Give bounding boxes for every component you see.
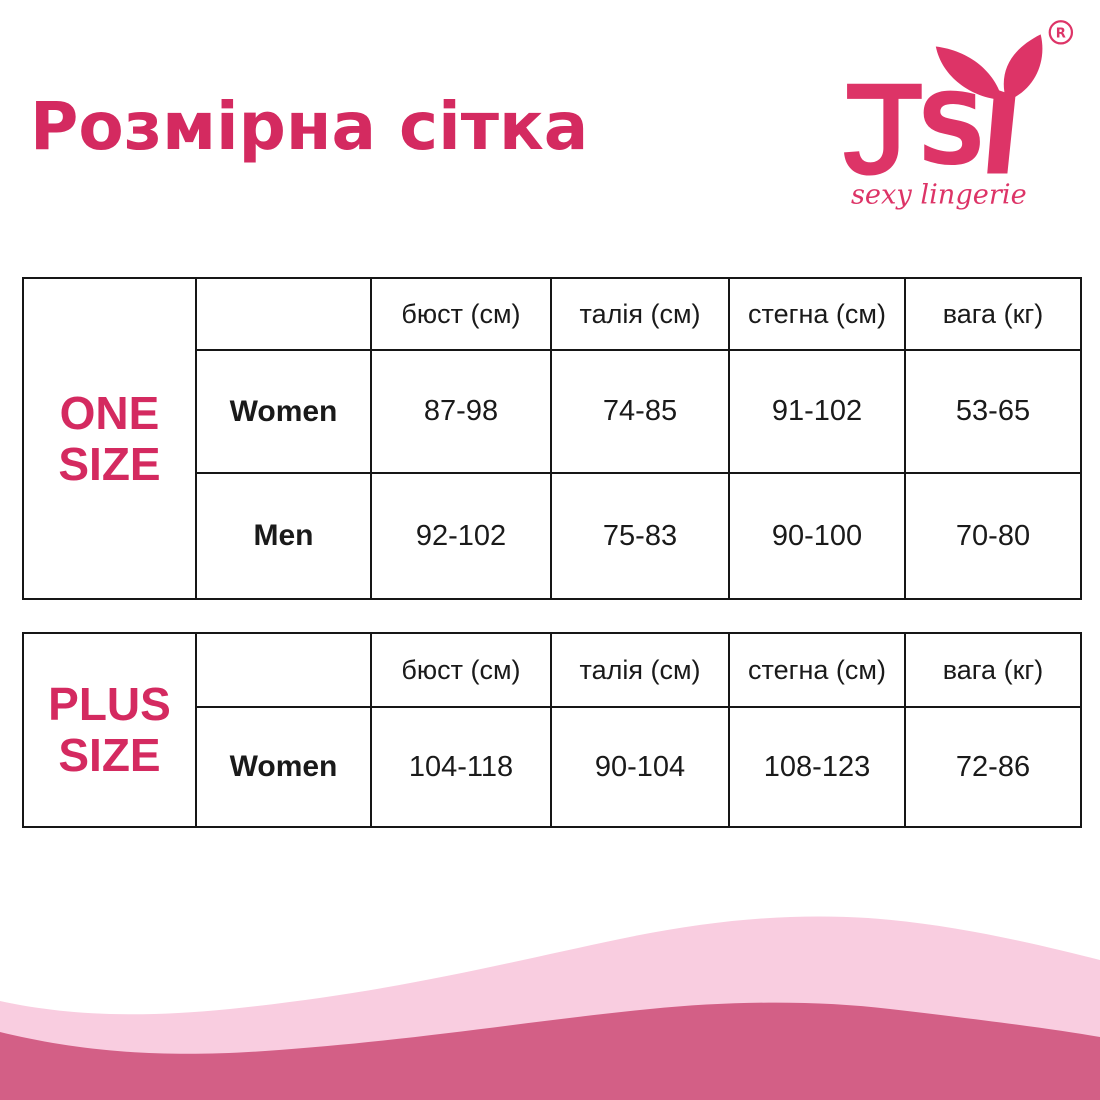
cell-women-bust: 104-118 xyxy=(370,706,552,828)
row-label-men: Men xyxy=(195,472,372,600)
column-header-bust: бюст (см) xyxy=(370,277,552,351)
logo-letter-y-stem xyxy=(987,88,1016,174)
plus-size-table: PLUS SIZE бюст (см) талія (см) стегна (с… xyxy=(22,632,1082,828)
jsy-logo: S R sexy lingerie xyxy=(838,8,1080,220)
cell-men-weight: 70-80 xyxy=(904,472,1082,600)
cell-women-bust: 87-98 xyxy=(370,349,552,474)
logo-tagline: sexy lingerie xyxy=(851,180,1027,211)
row-label-women: Women xyxy=(195,706,372,828)
empty-corner-cell xyxy=(195,632,372,708)
jsy-logo-svg: S R sexy lingerie xyxy=(844,20,1074,211)
table-row: Men 92-102 75-83 90-100 70-80 xyxy=(23,472,1082,600)
column-header-hips: стегна (см) xyxy=(728,632,906,708)
column-header-waist: талія (см) xyxy=(550,632,730,708)
cell-women-hips: 108-123 xyxy=(728,706,906,828)
column-header-weight: вага (кг) xyxy=(904,632,1082,708)
cell-women-waist: 90-104 xyxy=(550,706,730,828)
column-header-hips: стегна (см) xyxy=(728,277,906,351)
table-row: Women 104-118 90-104 108-123 72-86 xyxy=(23,706,1082,828)
table-row: Women 87-98 74-85 91-102 53-65 xyxy=(23,349,1082,474)
cell-men-hips: 90-100 xyxy=(728,472,906,600)
registered-trademark-letter: R xyxy=(1056,26,1066,41)
cell-men-bust: 92-102 xyxy=(370,472,552,600)
cell-women-waist: 74-85 xyxy=(550,349,730,474)
one-size-table: ONE SIZE бюст (см) талія (см) стегна (см… xyxy=(22,277,1082,600)
cell-men-waist: 75-83 xyxy=(550,472,730,600)
cell-women-hips: 91-102 xyxy=(728,349,906,474)
registered-trademark-icon: R xyxy=(1048,20,1074,45)
cell-women-weight: 72-86 xyxy=(904,706,1082,828)
wave-decoration xyxy=(0,916,1100,1100)
row-label-women: Women xyxy=(195,349,372,474)
column-header-weight: вага (кг) xyxy=(904,277,1082,351)
logo-leaf-right-icon xyxy=(1003,34,1043,101)
logo-letter-j-path xyxy=(844,83,922,176)
size-label-one-size: ONE SIZE xyxy=(22,277,197,600)
empty-corner-cell xyxy=(195,277,372,351)
wave-dark-shape xyxy=(0,1002,1100,1100)
column-header-bust: бюст (см) xyxy=(370,632,552,708)
size-label-plus-size: PLUS SIZE xyxy=(22,632,197,828)
logo-leaf-left-icon xyxy=(935,46,1003,100)
column-header-waist: талія (см) xyxy=(550,277,730,351)
cell-women-weight: 53-65 xyxy=(904,349,1082,474)
page-title: Розмірна сітка xyxy=(30,88,589,165)
